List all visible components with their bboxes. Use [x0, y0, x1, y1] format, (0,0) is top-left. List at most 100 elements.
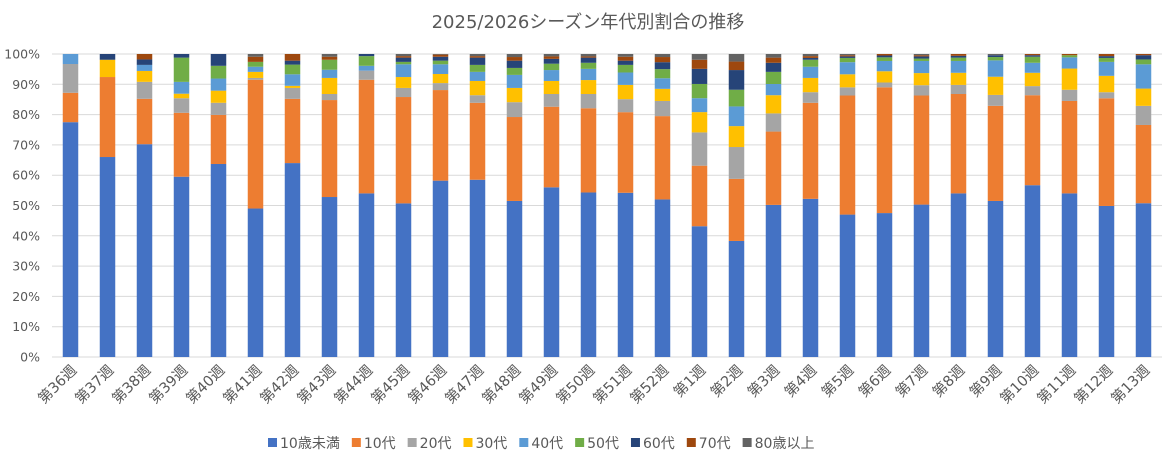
bar-segment-1	[173, 112, 190, 177]
legend-label: 40代	[531, 436, 563, 452]
legend-item: 40代	[519, 436, 563, 452]
bar-segment-3	[802, 77, 819, 93]
x-tick-label: 第36週	[34, 361, 80, 407]
bar-segment-2	[358, 70, 375, 80]
bar-segment-6	[432, 56, 449, 61]
bar-segment-4	[469, 71, 486, 81]
bar-segment-8	[913, 54, 930, 56]
bar-segment-1	[321, 100, 338, 198]
bar-segment-4	[1135, 64, 1152, 89]
bar-segment-6	[284, 60, 301, 65]
bar-segment-5	[1098, 57, 1115, 62]
bar-segment-3	[136, 70, 153, 82]
bar-segment-0	[1098, 205, 1115, 357]
x-tick-label: 第8週	[929, 361, 969, 401]
legend-swatch	[630, 438, 640, 447]
legend-label: 80歳以上	[755, 436, 815, 452]
bar-segment-8	[543, 54, 560, 57]
bar-segment-1	[99, 77, 116, 158]
bar-segment-7	[950, 54, 967, 56]
legend-label: 60代	[643, 436, 675, 452]
legend-item: 80歳以上	[742, 436, 815, 452]
y-tick-label: 30%	[12, 259, 40, 274]
bar-segment-2	[580, 93, 597, 109]
bar-segment-3	[765, 95, 782, 114]
x-tick-label: 第37週	[71, 361, 117, 407]
bar-segment-7	[136, 54, 153, 60]
bar-segment-7	[839, 55, 856, 57]
bar-segment-6	[173, 54, 190, 58]
bar-segment-4	[284, 74, 301, 86]
bar-segment-0	[506, 200, 523, 357]
bar-segment-8	[839, 54, 856, 56]
bar-segment-5	[469, 64, 486, 72]
legend-item: 10歳未満	[268, 436, 340, 452]
bar-segment-0	[1135, 203, 1152, 357]
y-tick-label: 90%	[12, 77, 40, 92]
bar-segment-8	[802, 54, 819, 57]
bar-segment-7	[728, 61, 745, 71]
bar-segment-8	[506, 54, 523, 58]
bar-segment-5	[1024, 56, 1041, 63]
y-tick-label: 50%	[12, 198, 40, 213]
bar-segment-1	[1098, 98, 1115, 206]
bar-segment-0	[1024, 185, 1041, 357]
bar-segment-3	[580, 80, 597, 94]
bar-segment-7	[1098, 54, 1115, 57]
bar-segment-0	[395, 203, 412, 357]
bar-segment-6	[358, 54, 375, 57]
bar-segment-6	[654, 62, 671, 70]
x-tick-label: 第1週	[670, 361, 710, 401]
bar-segment-2	[1135, 105, 1152, 125]
bar-segment-2	[839, 87, 856, 96]
legend-item: 50代	[575, 436, 619, 452]
bar-segment-7	[321, 56, 338, 60]
bar-segment-7	[506, 57, 523, 61]
bar-segment-5	[210, 65, 227, 79]
bar-segment-3	[395, 77, 412, 88]
legend: 10歳未満 10代 20代 30代 40代 50代 60代 70代 80歳以上	[268, 436, 814, 452]
bar-segment-1	[765, 131, 782, 205]
y-axis-ticks: 0% 10% 20% 30% 40% 50% 60% 70% 80% 90% 100%	[4, 47, 40, 365]
bar-segment-3	[321, 77, 338, 94]
y-tick-label: 20%	[12, 289, 40, 304]
legend-item: 70代	[686, 436, 731, 452]
bar-segment-1	[876, 87, 893, 214]
x-tick-label: 第4週	[781, 361, 821, 401]
bar-segment-2	[62, 63, 79, 93]
bar-segment-3	[210, 90, 227, 103]
bar-segment-2	[321, 93, 338, 101]
bar-segment-2	[802, 92, 819, 103]
bar-segment-8	[617, 54, 634, 57]
bar-segment-3	[1135, 88, 1152, 106]
bar-segment-0	[913, 204, 930, 357]
x-tick-label: 第52週	[626, 361, 672, 407]
bar-segment-5	[654, 69, 671, 79]
bar-segment-1	[839, 95, 856, 215]
bar-segment-2	[1024, 86, 1041, 96]
x-tick-label: 第2週	[707, 361, 747, 401]
bar-segment-4	[580, 68, 597, 81]
legend-swatch	[686, 438, 696, 447]
bar-segment-0	[691, 226, 708, 357]
bar-segment-2	[950, 84, 967, 94]
bar-segment-8	[654, 54, 671, 58]
bar-segment-1	[802, 102, 819, 199]
legend-swatch	[463, 438, 473, 447]
bar-segment-6	[802, 57, 819, 60]
y-tick-label: 70%	[12, 137, 40, 152]
bar-segment-0	[876, 213, 893, 357]
legend-label: 30代	[475, 436, 507, 452]
bar-segment-2	[173, 98, 190, 113]
bar-segment-5	[1135, 59, 1152, 65]
bar-segment-0	[358, 193, 375, 357]
bar-segment-8	[728, 54, 745, 62]
bar-segment-4	[506, 74, 523, 88]
bar-segment-3	[950, 72, 967, 85]
bar-segment-4	[802, 66, 819, 78]
bar-segment-5	[691, 83, 708, 99]
bar-segment-5	[617, 64, 634, 73]
bar-segment-2	[728, 147, 745, 179]
x-axis-labels: 第36週第37週第38週第39週第40週第41週第42週第43週第44週第45週…	[34, 361, 1153, 407]
